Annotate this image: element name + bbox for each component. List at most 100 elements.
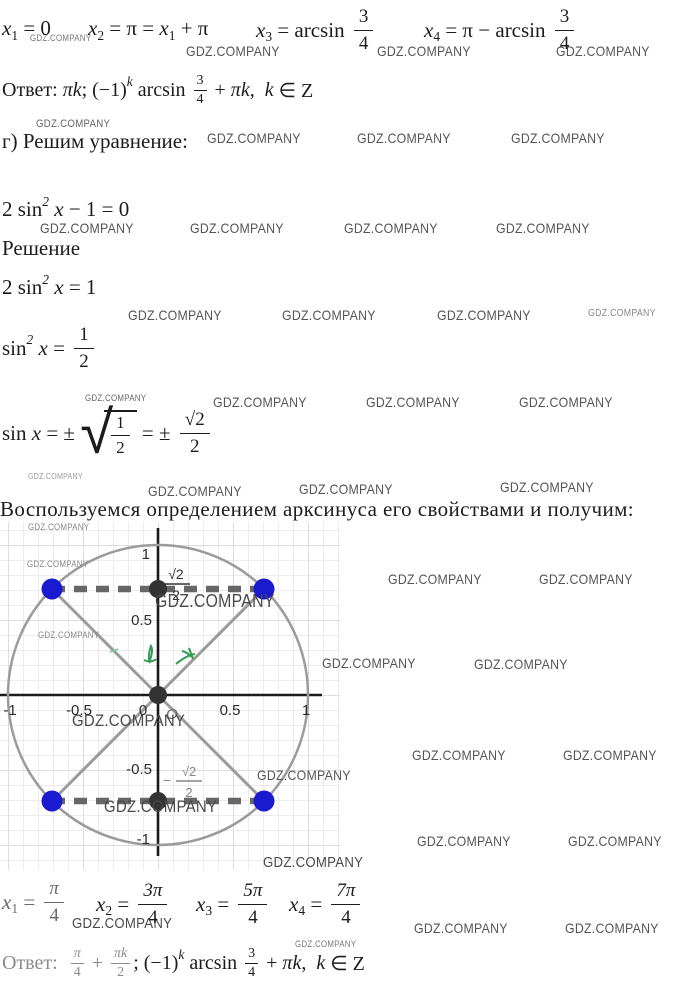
watermark: GDZ.COMPANY: [519, 394, 613, 410]
green-scribble-2: [175, 647, 196, 665]
fraction-denominator: 4: [248, 964, 256, 980]
math-token: ,: [301, 951, 317, 974]
watermark: GDZ.COMPANY: [556, 43, 650, 59]
math-subscript: 1: [11, 901, 19, 916]
watermark: GDZ.COMPANY: [539, 571, 633, 587]
math-superscript: 2: [26, 332, 34, 347]
math-token: k: [316, 951, 326, 974]
math-subscript: 3: [205, 903, 213, 918]
math-token: x: [49, 275, 64, 299]
dot-origin: [149, 686, 167, 704]
fraction-numerator: √2: [179, 409, 210, 434]
upper-frac-denominator: 2: [172, 587, 180, 603]
math-token: + π: [175, 16, 209, 40]
math-token: =: [212, 891, 235, 916]
watermark: GDZ.COMPANY: [104, 797, 218, 816]
math-token: =: [305, 891, 328, 916]
lower-value-label: − √2 2: [163, 764, 202, 800]
watermark: GDZ.COMPANY: [412, 747, 506, 763]
watermark: GDZ.COMPANY: [85, 393, 147, 403]
fraction-denominator: 2: [117, 964, 125, 980]
answer-label: Ответ:: [2, 78, 63, 101]
math-token: ∈ Z: [273, 79, 314, 102]
point-pi-4: [253, 578, 275, 600]
radius-315deg: [156, 693, 266, 803]
lower-frac-denominator: 2: [185, 785, 192, 800]
math-token: = π =: [104, 16, 160, 40]
y-tick-neg-0-5: -0.5: [126, 761, 152, 778]
watermark: GDZ.COMPANY: [148, 483, 242, 499]
watermark: GDZ.COMPANY: [322, 655, 416, 671]
y-tick-1: 1: [142, 546, 150, 563]
math-token: ; (−1): [133, 951, 179, 974]
watermark: GDZ.COMPANY: [511, 130, 605, 146]
fraction-numerator: 3π: [138, 880, 168, 905]
watermark: GDZ.COMPANY: [437, 307, 531, 323]
watermark: GDZ.COMPANY: [155, 591, 275, 611]
fraction-denominator: 4: [148, 906, 158, 928]
unit-circle-diagram: 1 0.5 -0.5 -1 -1 -0.5 0 0.5 1 O √2 2 − √…: [0, 522, 340, 870]
math-token: +: [209, 78, 231, 101]
fraction-numerator: 3: [193, 73, 207, 91]
fraction-denominator: 4: [559, 32, 570, 54]
unit-circle-svg: 1 0.5 -0.5 -1 -1 -0.5 0 0.5 1 O √2 2 − √…: [0, 528, 322, 856]
math-token: =: [47, 335, 71, 360]
fraction-numerator: 7π: [331, 880, 361, 905]
fraction: 3π 4: [138, 880, 168, 928]
math-token: = arcsin: [272, 17, 350, 42]
green-scribble-1: [143, 643, 157, 664]
math-token: ∈ Z: [325, 952, 365, 975]
watermark: GDZ.COMPANY: [190, 220, 284, 236]
equation-2: 2 sin 2 x = 1: [2, 272, 96, 300]
fraction: 5π 4: [238, 880, 268, 928]
x-tick-neg-0-5: -0.5: [66, 702, 92, 719]
math-token: x: [159, 16, 169, 40]
math-token: x: [256, 17, 266, 42]
fraction-denominator: 4: [248, 906, 258, 928]
fraction-numerator: 1: [74, 324, 94, 349]
fraction-denominator: 4: [341, 906, 351, 928]
y-tick-0-5: 0.5: [131, 612, 152, 629]
x-tick-1: 1: [302, 702, 310, 719]
watermark: GDZ.COMPANY: [563, 747, 657, 763]
watermark: GDZ.COMPANY: [417, 833, 511, 849]
fraction-numerator: 3: [353, 6, 374, 31]
math-subscript: 2: [97, 27, 105, 43]
watermark: GDZ.COMPANY: [72, 711, 186, 730]
math-subscript: 4: [298, 903, 306, 918]
watermark: GDZ.COMPANY: [588, 308, 656, 319]
answer-label: Ответ:: [2, 951, 68, 974]
fraction-numerator: 5π: [238, 880, 268, 905]
math-token: x: [88, 16, 98, 40]
math-subscript: 3: [265, 29, 273, 44]
point-7pi-4: [253, 790, 275, 812]
math-token: ,: [249, 78, 265, 101]
math-token: x: [2, 16, 12, 40]
solution-heading: Решение: [2, 236, 80, 261]
fraction-denominator: 2: [190, 435, 200, 457]
math-token: +: [86, 951, 108, 974]
watermark: GDZ.COMPANY: [496, 220, 590, 236]
watermark: GDZ.COMPANY: [282, 307, 376, 323]
watermark: GDZ.COMPANY: [72, 915, 173, 932]
watermark: GDZ.COMPANY: [565, 920, 659, 936]
point-5pi-4: [41, 790, 63, 812]
fraction-denominator: 4: [49, 904, 59, 926]
fraction-numerator: 1: [111, 413, 130, 436]
math-subscript: 4: [433, 29, 441, 44]
math-token: x: [424, 17, 434, 42]
math-token: k: [264, 78, 274, 101]
equation-1: 2 sin 2 x − 1 = 0: [2, 194, 129, 222]
x-tick-neg-1: -1: [3, 702, 16, 719]
watermark: GDZ.COMPANY: [474, 656, 568, 672]
section-title-text: г) Решим уравнение:: [2, 129, 188, 153]
watermark: GDZ.COMPANY: [207, 130, 301, 146]
